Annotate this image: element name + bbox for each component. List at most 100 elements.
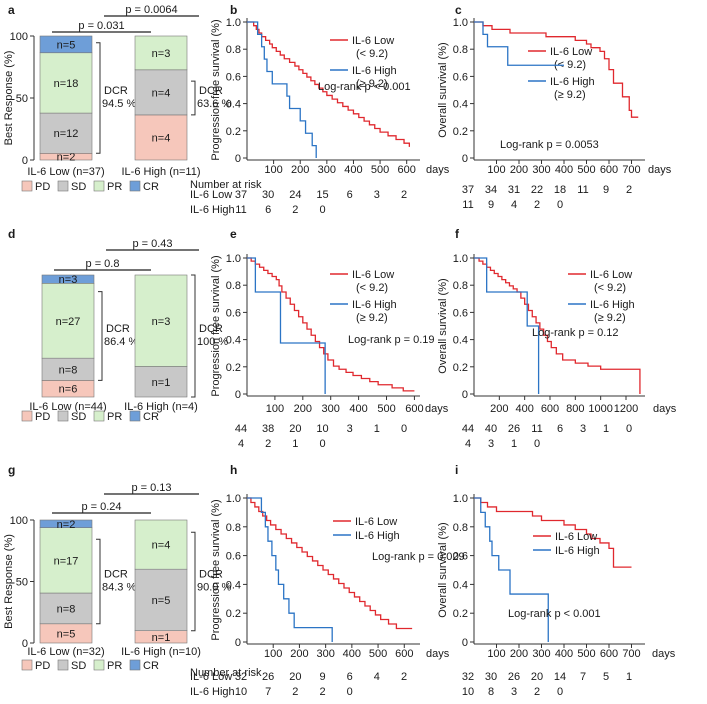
risk-count-low: 3 xyxy=(347,423,353,435)
legend-label: IL-6 Low xyxy=(352,269,394,281)
risk-count-high: 4 xyxy=(238,438,244,450)
y-tick-label: 0.4 xyxy=(226,579,241,591)
x-axis-unit: days xyxy=(648,164,672,176)
bar-segment-cr xyxy=(41,274,95,284)
y-tick-label: 0 xyxy=(462,153,468,165)
legend-swatch-pd xyxy=(21,659,33,671)
risk-count-high: 1 xyxy=(292,438,298,450)
risk-count-low: 7 xyxy=(580,671,586,683)
risk-row-label-high: IL-6 High xyxy=(190,686,235,698)
dcr-label: DCR xyxy=(199,569,223,581)
km-curve-low xyxy=(474,497,632,568)
risk-count-low: 14 xyxy=(554,671,566,683)
risk-count-low: 34 xyxy=(485,184,497,196)
segment-count-label: n=17 xyxy=(54,555,79,567)
pvalue-label: p = 0.13 xyxy=(131,482,171,494)
segment-count-label: n=3 xyxy=(59,274,78,286)
risk-count-low: 18 xyxy=(554,184,566,196)
y-tick-label: 0.8 xyxy=(226,522,241,534)
km-curve-high xyxy=(247,497,333,642)
km-curve-high xyxy=(474,21,564,66)
bar-segment-sd xyxy=(134,568,188,632)
risk-count-low: 30 xyxy=(485,671,497,683)
x-tick-label: 600 xyxy=(600,164,618,176)
risk-row-label-low: IL-6 Low xyxy=(190,189,232,201)
risk-count-low: 26 xyxy=(262,671,274,683)
bar-segment-sd xyxy=(134,366,188,398)
legend-sublabel: (≥ 9.2) xyxy=(356,312,388,324)
y-tick-label: 0.2 xyxy=(226,362,241,374)
y-tick-label: 0.6 xyxy=(226,551,241,563)
km-curve-low xyxy=(474,21,639,118)
risk-count-low: 2 xyxy=(626,184,632,196)
bar-panel-g: 0 50 100 Best Response (%) n=5 n=8 n=17 n=2 IL-6… xyxy=(3,482,231,672)
y-tick-label: 1.0 xyxy=(226,17,241,29)
km-curve-high xyxy=(474,497,549,642)
x-tick-label: 600 xyxy=(395,648,413,660)
bar-segment-pr xyxy=(39,52,93,114)
y-axis-title: Progression free survival (%) xyxy=(210,19,222,160)
risk-row-label-low: IL-6 Low xyxy=(190,671,232,683)
pvalue-label: p = 0.0064 xyxy=(125,4,177,16)
risk-count-low: 32 xyxy=(235,671,247,683)
y-axis-title: Best Response (%) xyxy=(3,534,15,629)
km-curve-low xyxy=(247,257,415,392)
x-tick-label: 600 xyxy=(398,164,416,176)
legend-sublabel: (< 9.2) xyxy=(594,282,626,294)
x-tick-label: 100 xyxy=(264,648,282,660)
x-tick-label: 600 xyxy=(600,648,618,660)
dcr-bracket xyxy=(96,538,101,625)
risk-count-high: 2 xyxy=(534,686,540,698)
logrank-label: Log-rank p = 0.0053 xyxy=(500,139,599,151)
legend-label: IL-6 Low xyxy=(355,516,397,528)
risk-count-low: 11 xyxy=(577,184,588,196)
segment-count-label: n=3 xyxy=(152,48,171,60)
y-tick-label: 0.8 xyxy=(226,44,241,56)
y-tick-label: 0.6 xyxy=(453,551,468,563)
legend-sublabel: (< 9.2) xyxy=(554,59,586,71)
panel-letter-c: c xyxy=(455,3,462,17)
risk-count-low: 44 xyxy=(235,423,247,435)
y-tick-label: 50 xyxy=(16,577,28,589)
risk-count-low: 4 xyxy=(374,671,380,683)
dcr-bracket xyxy=(191,80,196,116)
risk-count-low: 31 xyxy=(508,184,520,196)
risk-count-low: 6 xyxy=(347,189,353,201)
y-tick-label: 0.2 xyxy=(226,126,241,138)
y-tick-label: 1.0 xyxy=(226,493,241,505)
risk-count-high: 11 xyxy=(235,204,246,216)
x-axis-unit: days xyxy=(652,648,676,660)
risk-count-low: 5 xyxy=(603,671,609,683)
bar-segment-pr xyxy=(39,527,93,594)
risk-count-high: 2 xyxy=(319,686,325,698)
category-label: IL-6 Low (n=32) xyxy=(27,646,104,658)
dcr-label: DCR xyxy=(199,323,223,335)
legend-label: IL-6 Low xyxy=(590,269,632,281)
km-curve-high xyxy=(247,21,317,158)
legend-label: SD xyxy=(71,411,86,423)
y-tick-label: 0 xyxy=(462,637,468,649)
legend-label: IL-6 High xyxy=(550,76,595,88)
legend-swatch-cr xyxy=(129,659,141,671)
x-tick-label: 200 xyxy=(510,164,528,176)
risk-count-high: 0 xyxy=(319,204,325,216)
segment-count-label: n=2 xyxy=(57,152,76,164)
x-tick-label: 500 xyxy=(577,648,595,660)
category-label: IL-6 High (n=10) xyxy=(121,646,201,658)
bar-segment-pr xyxy=(134,274,188,367)
risk-count-high: 2 xyxy=(265,438,271,450)
risk-count-low: 20 xyxy=(289,423,301,435)
y-axis-title: Progression free survival (%) xyxy=(210,499,222,640)
legend-swatch-pd xyxy=(21,410,33,422)
legend-label: PD xyxy=(35,660,50,672)
risk-count-low: 3 xyxy=(580,423,586,435)
x-tick-label: 400 xyxy=(555,648,573,660)
y-axis-title: Overall survival (%) xyxy=(437,278,449,373)
x-tick-label: 700 xyxy=(622,164,640,176)
x-tick-label: 600 xyxy=(541,403,559,415)
x-tick-label: 100 xyxy=(266,403,284,415)
legend-label: CR xyxy=(143,181,159,193)
segment-count-label: n=8 xyxy=(59,364,78,376)
y-tick-label: 0.4 xyxy=(226,335,241,347)
